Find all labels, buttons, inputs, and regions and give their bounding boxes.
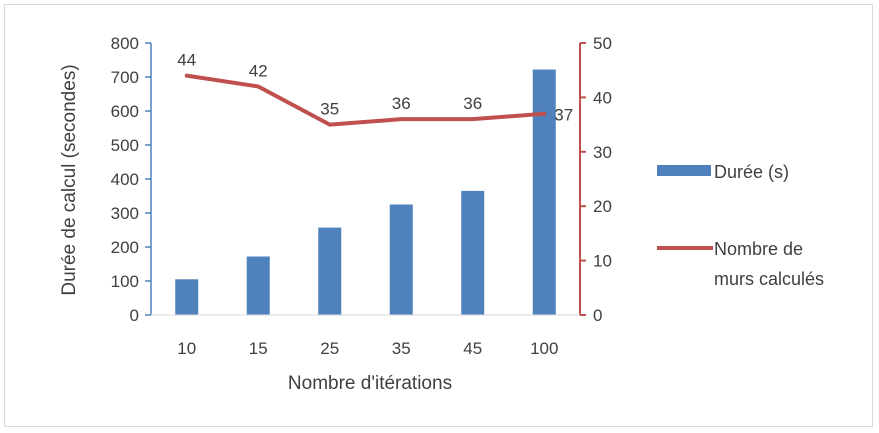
right-tick-label: 20 <box>593 197 612 216</box>
right-tick-label: 50 <box>593 34 612 53</box>
bar-series <box>175 69 556 316</box>
x-tick-label-45: 45 <box>463 339 482 358</box>
x-axis-title: Nombre d'itérations <box>288 373 452 394</box>
x-tick-label-15: 15 <box>249 339 268 358</box>
left-tick-label: 800 <box>111 34 139 53</box>
bar-10 <box>175 279 199 315</box>
data-label-10: 44 <box>177 51 196 70</box>
x-tick-label-100: 100 <box>530 339 558 358</box>
left-tick-label: 700 <box>111 68 139 87</box>
data-label-35: 36 <box>392 94 411 113</box>
y-axis-title: Durée de calcul (secondes) <box>59 64 80 295</box>
right-tick-label: 40 <box>593 88 612 107</box>
bar-100 <box>532 69 556 316</box>
x-tick-label-35: 35 <box>392 339 411 358</box>
data-label-45: 36 <box>463 94 482 113</box>
left-tick-label: 100 <box>111 272 139 291</box>
chart-area: 0 100 200 300 400 500 600 700 800 0 10 20 30 40 50 10 15… <box>4 4 873 427</box>
data-label-25: 35 <box>320 100 339 119</box>
legend-label-murs-line1: Nombre de <box>714 239 803 259</box>
bar-45 <box>461 190 485 315</box>
combo-chart: 0 100 200 300 400 500 600 700 800 0 10 20 30 40 50 10 15… <box>59 34 824 394</box>
legend-label-murs-line2: murs calculés <box>714 269 824 289</box>
x-tick-label-10: 10 <box>177 339 196 358</box>
left-tick-label: 500 <box>111 136 139 155</box>
data-label-100: 37 <box>554 106 573 125</box>
legend-label-duree: Durée (s) <box>714 162 789 182</box>
bar-25 <box>318 227 342 315</box>
left-tick-label: 600 <box>111 102 139 121</box>
right-tick-label: 30 <box>593 143 612 162</box>
line-series <box>184 73 547 127</box>
right-tick-label: 10 <box>593 252 612 271</box>
left-tick-label: 0 <box>130 306 139 325</box>
left-tick-label: 400 <box>111 170 139 189</box>
bar-35 <box>389 204 413 315</box>
legend: Durée (s) Nombre de murs calculés <box>657 162 824 289</box>
data-label-15: 42 <box>249 62 268 81</box>
legend-swatch-duree <box>657 165 711 176</box>
axes <box>145 42 586 316</box>
murs-line <box>184 73 547 127</box>
bar-15 <box>246 256 270 315</box>
right-tick-label: 0 <box>593 306 602 325</box>
tick-labels: 0 100 200 300 400 500 600 700 800 0 10 20 30 40 50 10 15… <box>111 34 612 358</box>
left-tick-label: 200 <box>111 238 139 257</box>
left-tick-label: 300 <box>111 204 139 223</box>
x-tick-label-25: 25 <box>320 339 339 358</box>
